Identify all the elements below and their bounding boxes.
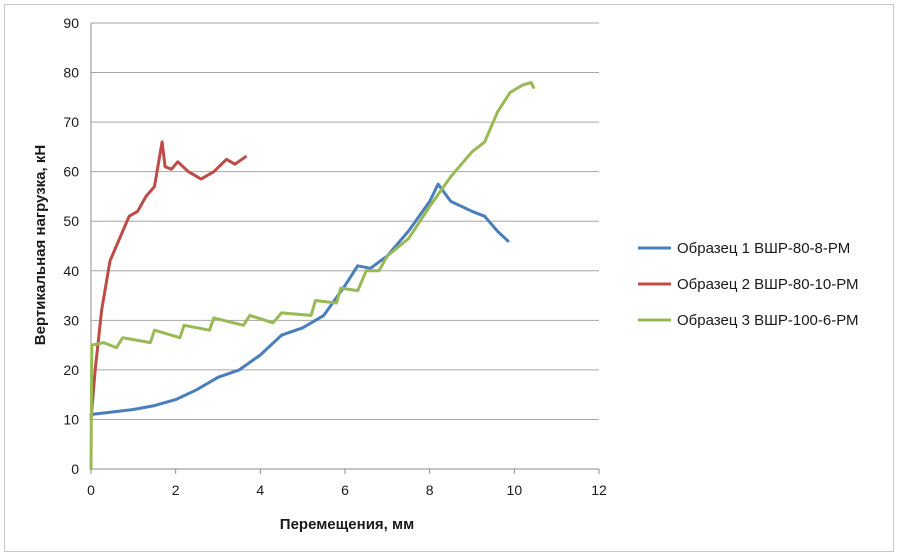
- y-tick-label: 90: [63, 15, 79, 31]
- x-tick-label: 8: [426, 482, 434, 498]
- y-tick-label: 50: [63, 213, 79, 229]
- chart-frame: 0 10 20 30 40 50 60 70 80 90 0 2 4 6 8 10 12 Перемещени…: [4, 4, 894, 552]
- series-line-3: [89, 81, 535, 471]
- y-tick-label: 40: [63, 263, 79, 279]
- series-lines: [89, 81, 535, 471]
- legend-label-1: Образец 1 ВШР-80-8-РМ: [677, 240, 850, 257]
- y-tick-label: 10: [63, 411, 79, 427]
- x-tick-label: 10: [507, 482, 523, 498]
- legend: Образец 1 ВШР-80-8-РМ Образец 2 ВШР-80-10…: [638, 240, 859, 329]
- x-tick-labels: 0 2 4 6 8 10 12: [87, 482, 607, 498]
- y-tick-labels: 0 10 20 30 40 50 60 70 80 90: [63, 15, 79, 477]
- x-tick-label: 0: [87, 482, 95, 498]
- x-axis-title: Перемещения, мм: [280, 516, 414, 533]
- y-tick-label: 70: [63, 114, 79, 130]
- gridlines: [91, 22, 599, 420]
- x-tick-label: 4: [256, 482, 264, 498]
- x-tick-label: 6: [341, 482, 349, 498]
- x-tick-label: 12: [591, 482, 607, 498]
- series-line-2: [89, 140, 247, 421]
- y-tick-label: 30: [63, 312, 79, 328]
- axes: [90, 23, 600, 474]
- legend-label-2: Образец 2 ВШР-80-10-РМ: [677, 276, 859, 293]
- x-tick-label: 2: [172, 482, 180, 498]
- y-tick-label: 20: [63, 362, 79, 378]
- y-axis-title: Вертикальная нагрузка, кН: [32, 145, 49, 345]
- y-tick-label: 80: [63, 65, 79, 81]
- y-tick-label: 60: [63, 164, 79, 180]
- legend-label-3: Образец 3 ВШР-100-6-РМ: [677, 312, 859, 329]
- y-tick-label: 0: [71, 461, 79, 477]
- series-line-1: [89, 182, 510, 416]
- line-chart: 0 10 20 30 40 50 60 70 80 90 0 2 4 6 8 10 12 Перемещени…: [32, 15, 859, 533]
